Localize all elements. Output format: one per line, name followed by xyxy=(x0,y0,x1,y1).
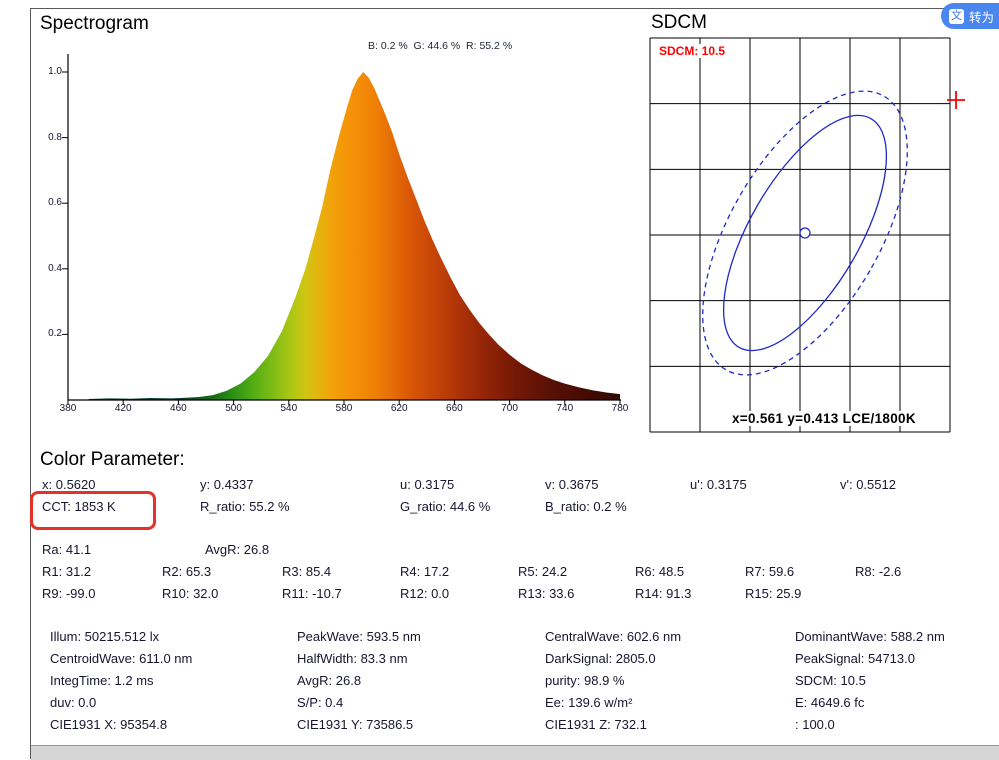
x-axis-tick-label: 780 xyxy=(611,403,629,414)
y-axis-tick-label: 1.0 xyxy=(48,66,62,77)
translate-button-label: 转为 xyxy=(969,10,995,25)
sdcm-coordinates-label: x=0.561 y=0.413 LCE/1800K xyxy=(729,411,919,426)
window-border-left xyxy=(30,8,31,759)
param-sdcm: SDCM: 10.5 xyxy=(795,673,866,688)
param-duv: duv: 0.0 xyxy=(50,695,97,710)
param-peakwave: PeakWave: 593.5 nm xyxy=(297,629,421,644)
param-r14: R14: 91.3 xyxy=(635,586,692,601)
y-axis-tick-label: 0.4 xyxy=(48,262,62,274)
param-r11: R11: -10.7 xyxy=(282,586,342,601)
param-dominantwave: DominantWave: 588.2 nm xyxy=(795,629,945,644)
sdcm-outer-ellipse xyxy=(702,90,908,376)
param-illum: Illum: 50215.512 lx xyxy=(50,629,160,644)
y-axis-tick-label: 0.2 xyxy=(48,328,62,340)
param-x: x: 0.5620 xyxy=(42,477,96,492)
param-ee: Ee: 139.6 w/m² xyxy=(545,695,633,710)
param-r13: R13: 33.6 xyxy=(518,586,575,601)
translate-icon: 文 xyxy=(949,8,964,24)
x-axis-tick-label: 580 xyxy=(335,403,353,414)
param-v-prime: v': 0.5512 xyxy=(840,477,896,492)
x-axis-tick-label: 420 xyxy=(114,403,132,414)
param-r8: R8: -2.6 xyxy=(855,564,902,579)
param-centralwave: CentralWave: 602.6 nm xyxy=(545,629,682,644)
param-ra: Ra: 41.1 xyxy=(42,542,92,557)
param-purity: purity: 98.9 % xyxy=(545,673,625,688)
param-r4: R4: 17.2 xyxy=(400,564,450,579)
param-r12: R12: 0.0 xyxy=(400,586,450,601)
sdcm-grid-lines xyxy=(649,37,951,433)
window-border-top xyxy=(30,8,999,9)
color-parameter-title: Color Parameter: xyxy=(40,449,185,470)
param-u: u: 0.3175 xyxy=(400,477,455,492)
param-r-ratio: R_ratio: 55.2 % xyxy=(200,499,290,514)
y-axis-tick-label: 0.8 xyxy=(48,131,62,143)
sdcm-value-badge: SDCM: 10.5 xyxy=(657,44,728,58)
param-avgr-2: AvgR: 26.8 xyxy=(297,673,362,688)
param-ratio-100: : 100.0 xyxy=(795,717,835,732)
sdcm-inner-ellipse xyxy=(722,114,888,352)
x-axis-tick-label: 740 xyxy=(556,403,574,414)
param-y: y: 0.4337 xyxy=(200,477,254,492)
sdcm-ellipses xyxy=(702,90,908,376)
param-cct: CCT: 1853 K xyxy=(42,499,116,514)
x-axis-tick-label: 700 xyxy=(501,403,518,414)
param-r15: R15: 25.9 xyxy=(745,586,802,601)
param-e-fc: E: 4649.6 fc xyxy=(795,695,865,710)
sdcm-center-marker xyxy=(799,227,811,239)
param-cie1931-x: CIE1931 X: 95354.8 xyxy=(50,717,168,732)
param-r2: R2: 65.3 xyxy=(162,564,212,579)
param-darksignal: DarkSignal: 2805.0 xyxy=(545,651,656,666)
param-sp-ratio: S/P: 0.4 xyxy=(297,695,344,710)
param-cie1931-y: CIE1931 Y: 73586.5 xyxy=(297,717,414,732)
param-r3: R3: 85.4 xyxy=(282,564,332,579)
x-axis-tick-label: 500 xyxy=(225,403,242,414)
param-halfwidth: HalfWidth: 83.3 nm xyxy=(297,651,408,666)
param-r7: R7: 59.6 xyxy=(745,564,795,579)
param-u-prime: u': 0.3175 xyxy=(690,477,747,492)
param-avgr: AvgR: 26.8 xyxy=(205,542,270,557)
bottom-table-edge xyxy=(31,745,999,760)
param-peaksignal: PeakSignal: 54713.0 xyxy=(795,651,915,666)
sdcm-title: SDCM xyxy=(651,12,707,33)
param-r6: R6: 48.5 xyxy=(635,564,685,579)
target-cross-marker xyxy=(947,91,965,109)
param-cie1931-z: CIE1931 Z: 732.1 xyxy=(545,717,647,732)
param-r5: R5: 24.2 xyxy=(518,564,568,579)
spectrogram-tick-marks xyxy=(62,71,621,405)
spectrogram-title: Spectrogram xyxy=(40,13,149,34)
spectrogram-axes xyxy=(67,54,621,401)
param-r9: R9: -99.0 xyxy=(42,586,96,601)
y-axis-tick-label: 0.6 xyxy=(48,197,62,209)
rgb-ratio-caption: B: 0.2 % G: 44.6 % R: 55.2 % xyxy=(368,40,513,52)
x-axis-tick-label: 460 xyxy=(170,403,187,414)
param-r10: R10: 32.0 xyxy=(162,586,219,601)
translate-button[interactable]: 文 转为 xyxy=(941,3,999,29)
x-axis-tick-label: 540 xyxy=(280,403,298,414)
param-v: v: 0.3675 xyxy=(545,477,599,492)
param-integtime: IntegTime: 1.2 ms xyxy=(50,673,154,688)
cct-highlight-box xyxy=(30,491,156,530)
param-r1: R1: 31.2 xyxy=(42,564,92,579)
x-axis-tick-label: 380 xyxy=(59,403,77,414)
param-b-ratio: B_ratio: 0.2 % xyxy=(545,499,627,514)
x-axis-tick-label: 660 xyxy=(446,403,463,414)
x-axis-tick-label: 620 xyxy=(390,403,408,414)
param-centroidwave: CentroidWave: 611.0 nm xyxy=(50,651,193,666)
spectral-curve xyxy=(88,72,620,400)
param-g-ratio: G_ratio: 44.6 % xyxy=(400,499,491,514)
